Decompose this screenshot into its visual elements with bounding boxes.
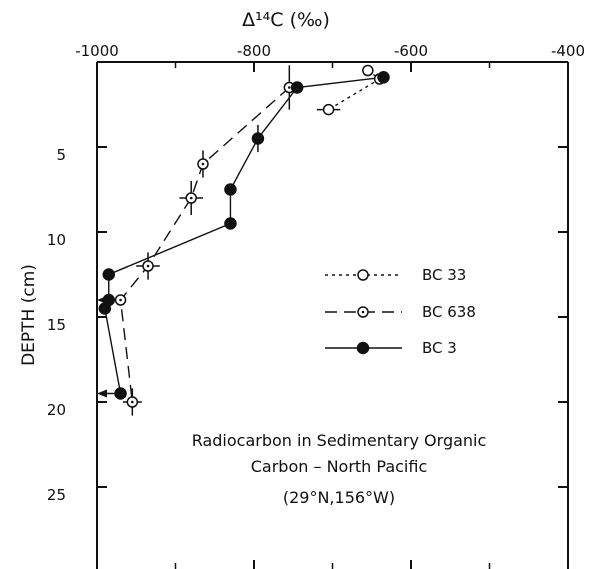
point-bc-638-4-dot	[119, 298, 122, 302]
legend-label-bc3: BC 3	[422, 339, 457, 357]
legend: BC 33 BC 638 BC 3	[325, 266, 476, 357]
series-line-bc-638	[119, 86, 290, 403]
y-tick-label-5: 5	[56, 146, 66, 164]
tick-labels-group: -1000 -800 -600 -400 5 10 15 20 25	[47, 42, 585, 504]
legend-marker-bc-638	[357, 306, 369, 318]
legend-marker-bc-33	[357, 269, 369, 281]
series-line-bc-33	[328, 69, 381, 111]
legend-label-bc33: BC 33	[422, 266, 466, 284]
y-tick-label-15: 15	[47, 316, 66, 334]
legend-marker-bc-638-dot	[361, 310, 365, 314]
point-bc-3-7	[98, 302, 112, 315]
point-bc-638-2-dot	[189, 196, 193, 200]
point-bc-3-5	[102, 268, 116, 281]
point-bc-33-0	[362, 64, 374, 77]
point-bc-638-1	[197, 158, 209, 170]
point-bc-3-0	[377, 71, 390, 84]
series-lines	[104, 69, 384, 403]
y-tick-label-10: 10	[47, 231, 66, 249]
point-bc-3-4	[224, 217, 237, 230]
point-bc-638-0-dot	[288, 86, 291, 89]
x-tick-label-minus-1000: -1000	[75, 42, 119, 60]
legend-label-bc638: BC 638	[422, 303, 476, 321]
series-line-bc-3	[104, 76, 384, 394]
annotation-line-2: Carbon – North Pacific	[251, 457, 428, 476]
arrow-head-bc-3-8	[97, 389, 107, 398]
x-tick-label-minus-600: -600	[394, 42, 428, 60]
point-bc-638-3	[142, 260, 154, 272]
point-bc-3-1	[290, 81, 304, 94]
point-bc-3-8	[114, 387, 127, 400]
point-bc-33-2	[322, 103, 335, 116]
point-bc-3-2	[251, 132, 265, 145]
point-bc-638-5-dot	[131, 400, 134, 404]
annotation-line-1: Radiocarbon in Sedimentary Organic	[192, 431, 487, 450]
y-axis-title: DEPTH (cm)	[19, 264, 39, 366]
y-tick-label-25: 25	[47, 486, 66, 504]
point-bc-638-2	[185, 192, 197, 204]
x-tick-label-minus-400: -400	[551, 42, 585, 60]
error-bars	[122, 65, 341, 416]
ticks-group	[96, 62, 569, 569]
point-bc-638-5	[126, 396, 139, 408]
point-bc-3-3	[224, 183, 237, 196]
point-bc-638-1-dot	[201, 162, 205, 166]
x-tick-label-minus-800: -800	[237, 42, 271, 60]
point-bc-638-4	[114, 294, 127, 306]
point-bc-638-3-dot	[146, 264, 150, 268]
data-points	[98, 64, 390, 408]
y-tick-label-20: 20	[47, 401, 66, 419]
x-axis-title: Δ¹⁴C (‰)	[242, 9, 330, 31]
annotation: Radiocarbon in Sedimentary Organic Carbo…	[192, 431, 487, 507]
annotation-line-3: (29°N,156°W)	[283, 488, 395, 507]
legend-marker-bc-3	[356, 341, 370, 355]
